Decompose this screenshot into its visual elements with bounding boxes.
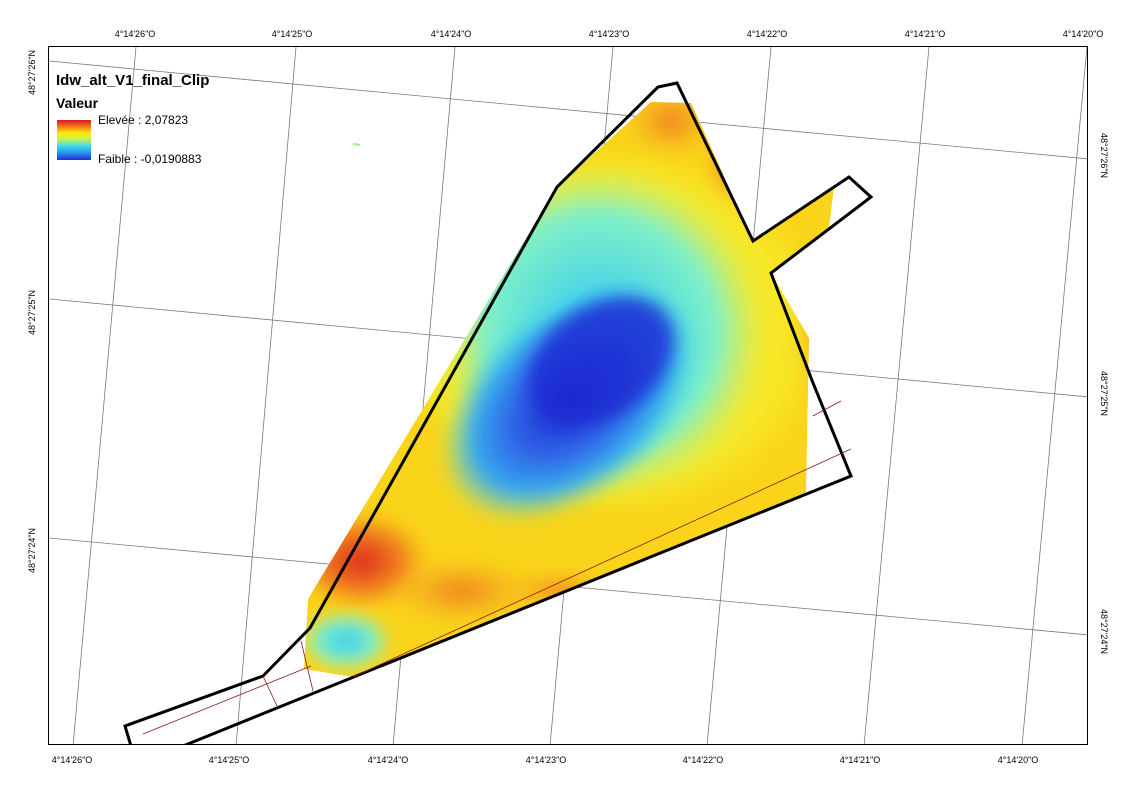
right-tick-label: 48°27'25"N xyxy=(1099,371,1109,417)
bottom-tick-label: 4°14'26"O xyxy=(51,755,93,765)
top-tick-label: 4°14'21"O xyxy=(904,29,946,39)
bottom-tick-label: 4°14'20"O xyxy=(997,755,1039,765)
left-tick-label: 48°27'26"N xyxy=(27,49,37,95)
bottom-tick-label: 4°14'23"O xyxy=(525,755,567,765)
top-tick-label: 4°14'22"O xyxy=(746,29,788,39)
left-tick-label: 48°27'25"N xyxy=(27,289,37,335)
legend-high-label: Elevée : 2,07823 xyxy=(98,113,189,127)
legend-low-label: Faible : -0,0190883 xyxy=(98,152,202,166)
stray-pixel xyxy=(352,143,361,146)
legend: Idw_alt_V1_final_Clip Valeur Elevée : 2,… xyxy=(56,72,210,166)
bottom-tick-label: 4°14'24"O xyxy=(367,755,409,765)
left-tick-label: 48°27'24"N xyxy=(27,527,37,573)
right-tick-label: 48°27'24"N xyxy=(1099,609,1109,655)
top-tick-label: 4°14'20"O xyxy=(1062,29,1104,39)
legend-subtitle: Valeur xyxy=(56,95,99,111)
legend-title: Idw_alt_V1_final_Clip xyxy=(56,72,210,89)
bottom-tick-label: 4°14'22"O xyxy=(682,755,724,765)
top-tick-label: 4°14'24"O xyxy=(430,29,472,39)
right-tick-label: 48°27'26"N xyxy=(1099,133,1109,179)
survey-outline xyxy=(123,81,874,744)
top-tick-label: 4°14'23"O xyxy=(588,29,630,39)
top-tick-label: 4°14'26"O xyxy=(114,29,156,39)
color-ramp xyxy=(57,120,91,160)
idw-raster xyxy=(304,102,834,677)
bottom-tick-label: 4°14'21"O xyxy=(839,755,881,765)
map-frame xyxy=(48,46,1088,745)
bottom-tick-label: 4°14'25"O xyxy=(208,755,250,765)
raster-map xyxy=(49,47,1087,744)
inner-lines xyxy=(142,400,852,735)
top-tick-label: 4°14'25"O xyxy=(271,29,313,39)
